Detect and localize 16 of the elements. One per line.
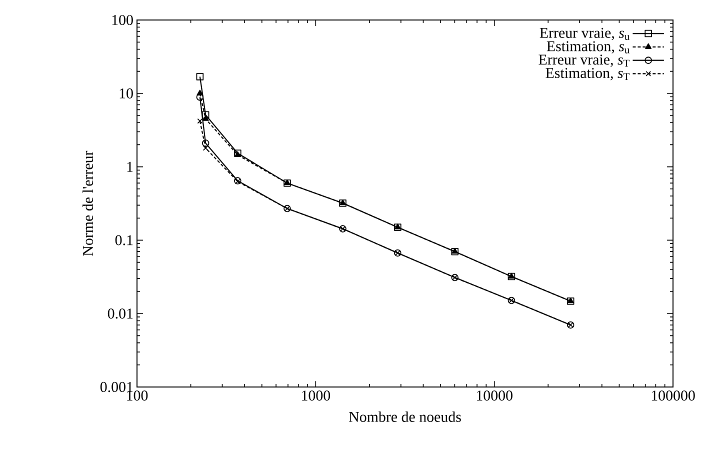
y-tick-label: 10: [120, 88, 133, 98]
y-tick-label: 100: [112, 14, 133, 26]
y-tick-label: 0.01: [108, 308, 133, 319]
legend-label: Erreur vraie, s$_{u}$: [540, 28, 630, 40]
legend-label: Estimation, s$_{u}$: [546, 41, 630, 54]
y-axis-title: Norme de l'erreur: [82, 150, 94, 256]
legend-label: Estimation, s$_{T}$: [546, 68, 630, 80]
x-tick-label: 100000: [652, 390, 695, 401]
y-tick-label: 0.1: [115, 235, 133, 246]
x-tick-label: 100: [127, 390, 148, 401]
legend-label: Erreur vraie, s$_{T}$: [538, 54, 630, 67]
x-axis-title: Nombre de noeuds: [349, 411, 461, 422]
y-tick-label: 1: [127, 162, 133, 172]
x-tick-label: 1000: [302, 390, 330, 401]
x-tick-label: 10000: [476, 390, 512, 401]
y-tick-label: 0.001: [100, 382, 133, 392]
